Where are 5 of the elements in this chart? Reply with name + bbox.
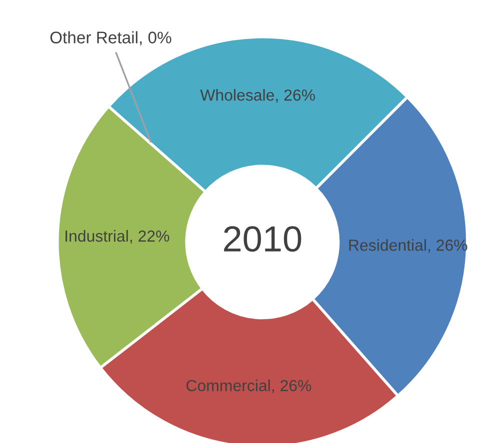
slice-label: Wholesale, 26% (200, 89, 315, 103)
category-label: Other Retail, 0% (50, 31, 172, 46)
slice-label: Industrial, 22% (66, 230, 170, 244)
slice-label: Commercial, 26% (186, 380, 312, 394)
text: 2010 (224, 226, 302, 252)
